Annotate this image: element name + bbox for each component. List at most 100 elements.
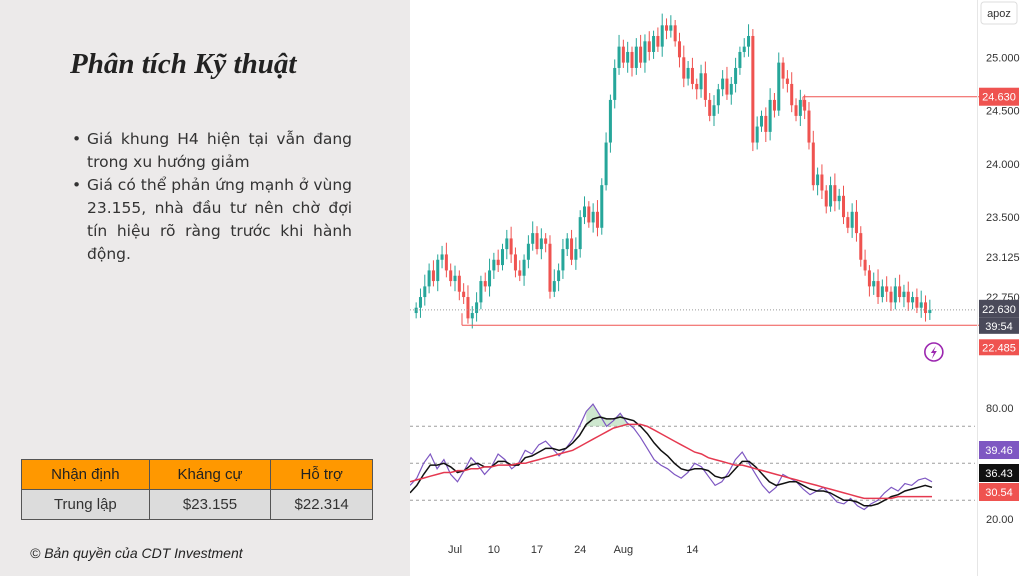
table-header-cell: Nhận định [21,459,150,490]
table-cell: Trung lập [21,489,150,520]
candle [915,297,919,308]
candle [552,281,556,292]
candle [759,115,764,127]
price-axis: apoz 25.00024.50024.00023.50023.12522.75… [977,0,1020,576]
candle [816,174,820,186]
candle [703,73,707,100]
countdown-tag: 39:54 [985,321,1013,333]
candle [608,99,612,143]
candle [431,270,435,282]
candle [751,35,755,143]
oscillator-value-tag-bg [979,464,1019,482]
countdown-tag-bg [979,317,1019,334]
candle [898,286,902,298]
candle [466,297,470,319]
candle [634,46,638,68]
candle [764,115,768,132]
candle [526,243,530,260]
time-axis-label: 17 [531,544,543,556]
candle [820,174,824,191]
candle [876,281,880,298]
table-header-cell: Hỗ trợ [270,459,373,490]
candle [699,73,703,90]
candle [565,238,569,250]
price-axis-label: 23.125 [986,252,1020,264]
candle [803,99,807,111]
candle [444,254,448,271]
candle [906,291,910,303]
candle [889,291,893,303]
candle [595,211,599,228]
candle [647,41,651,52]
candle [924,302,928,314]
copyright-text: © Bản quyền của CDT Investment [30,545,243,561]
table-row: Trung lập $23.155 $22.314 [21,489,373,520]
price-axis-label: 24.500 [986,106,1020,118]
scale-button[interactable] [980,1,1018,25]
candle [721,78,725,90]
time-axis-label: 10 [488,544,500,556]
price-levels [410,96,982,362]
candle [587,206,591,223]
table-cell: $22.314 [270,489,373,520]
candle [682,57,686,79]
candle [561,249,565,271]
candle [850,211,854,228]
oscillator-axis-label: 80.00 [986,403,1014,415]
time-axis-label: Aug [614,544,634,556]
candle [911,297,915,303]
candle [518,270,522,276]
candle [617,46,621,68]
bullet-list: Giá khung H4 hiện tại vẫn đang trong xu … [72,128,352,266]
candle [790,83,794,106]
candle [859,233,863,260]
oscillator-series-line [410,403,933,511]
candle [483,281,487,287]
lightning-icon [930,346,937,359]
candle [522,259,526,276]
candle [798,99,802,116]
time-axis-label: 24 [574,544,586,556]
candle [846,217,850,228]
candle [772,99,776,111]
candle [677,41,681,58]
candle [621,46,625,63]
price-axis-label: 24.000 [986,159,1020,171]
price-axis-label: 23.500 [986,212,1020,224]
table-cell: $23.155 [148,489,272,520]
candle [574,249,578,260]
candle [781,62,785,79]
candle [716,89,720,106]
candle [488,270,492,287]
candle [457,275,461,292]
oscillator-value-tag: 36.43 [985,468,1013,480]
candle [673,25,677,42]
candle [729,83,733,95]
oscillator-axis-label: 20.00 [986,514,1014,526]
oscillator-series-line [410,416,933,507]
chart-background [410,0,1024,576]
candle [755,126,759,143]
candle [807,110,811,143]
info-panel: Phân tích Kỹ thuật Giá khung H4 hiện tại… [0,0,410,576]
scale-label: apoz [987,8,1011,20]
candle [695,83,699,90]
candle [643,41,647,63]
price-chart[interactable]: apoz 25.00024.50024.00023.50023.12522.75… [410,0,1024,576]
oscillator-value-tag-bg [979,441,1019,459]
summary-table: Nhận định Kháng cự Hỗ trợ Trung lập $23.… [21,459,373,520]
candle [725,78,729,95]
candle [742,46,746,52]
candle [630,51,634,68]
candle [591,211,595,223]
candle [928,309,932,314]
candle [837,195,841,202]
candle [785,78,789,84]
bullet-item: Giá khung H4 hiện tại vẫn đang trong xu … [72,128,352,174]
table-header-cell: Kháng cự [148,459,272,490]
candle [436,259,440,282]
candle [833,185,837,202]
oscillator-value-tag-bg [979,483,1019,501]
candle [854,211,858,234]
price-axis-label: 25.000 [986,52,1020,64]
